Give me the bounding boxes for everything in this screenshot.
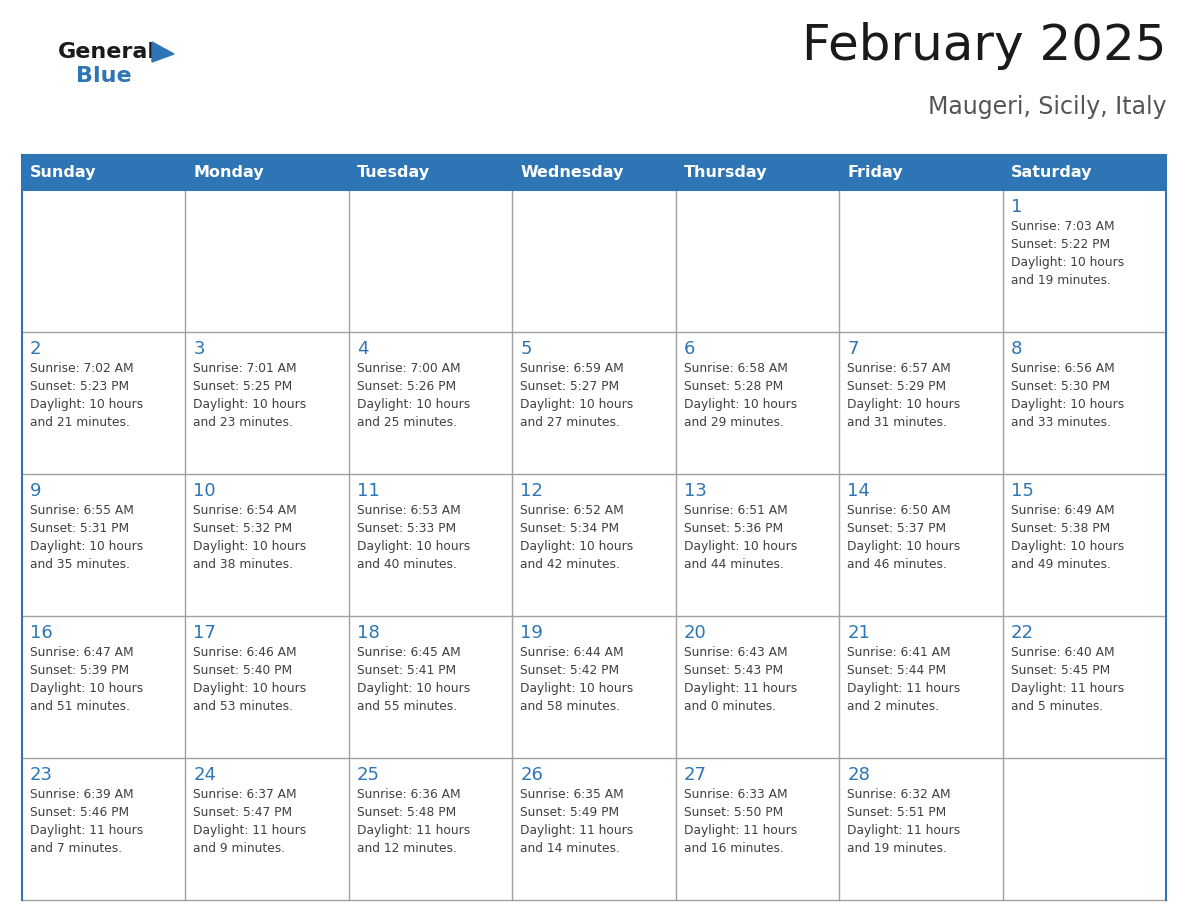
Text: 25: 25 [356,766,380,784]
Text: Sunrise: 6:43 AM
Sunset: 5:43 PM
Daylight: 11 hours
and 0 minutes.: Sunrise: 6:43 AM Sunset: 5:43 PM Dayligh… [684,646,797,713]
Bar [23,190,1165,900]
Text: 21: 21 [847,624,870,642]
Text: Blue: Blue [76,66,132,86]
Text: Sunrise: 6:32 AM
Sunset: 5:51 PM
Daylight: 11 hours
and 19 minutes.: Sunrise: 6:32 AM Sunset: 5:51 PM Dayligh… [847,788,960,855]
Text: General: General [58,42,156,62]
Text: 9: 9 [30,482,42,500]
Text: Sunrise: 6:59 AM
Sunset: 5:27 PM
Daylight: 10 hours
and 27 minutes.: Sunrise: 6:59 AM Sunset: 5:27 PM Dayligh… [520,362,633,429]
Text: Maugeri, Sicily, Italy: Maugeri, Sicily, Italy [928,95,1167,119]
Text: Wednesday: Wednesday [520,165,624,180]
Text: 12: 12 [520,482,543,500]
Text: 16: 16 [30,624,52,642]
Text: Sunrise: 6:49 AM
Sunset: 5:38 PM
Daylight: 10 hours
and 49 minutes.: Sunrise: 6:49 AM Sunset: 5:38 PM Dayligh… [1011,504,1124,571]
Text: Sunrise: 6:58 AM
Sunset: 5:28 PM
Daylight: 10 hours
and 29 minutes.: Sunrise: 6:58 AM Sunset: 5:28 PM Dayligh… [684,362,797,429]
Text: 14: 14 [847,482,870,500]
Text: 24: 24 [194,766,216,784]
Text: 15: 15 [1011,482,1034,500]
Text: 20: 20 [684,624,707,642]
Text: 26: 26 [520,766,543,784]
Text: Sunrise: 6:54 AM
Sunset: 5:32 PM
Daylight: 10 hours
and 38 minutes.: Sunrise: 6:54 AM Sunset: 5:32 PM Dayligh… [194,504,307,571]
Text: Sunrise: 6:40 AM
Sunset: 5:45 PM
Daylight: 11 hours
and 5 minutes.: Sunrise: 6:40 AM Sunset: 5:45 PM Dayligh… [1011,646,1124,713]
Text: Sunrise: 6:41 AM
Sunset: 5:44 PM
Daylight: 11 hours
and 2 minutes.: Sunrise: 6:41 AM Sunset: 5:44 PM Dayligh… [847,646,960,713]
Text: Sunrise: 6:33 AM
Sunset: 5:50 PM
Daylight: 11 hours
and 16 minutes.: Sunrise: 6:33 AM Sunset: 5:50 PM Dayligh… [684,788,797,855]
Text: 19: 19 [520,624,543,642]
Text: Sunrise: 6:39 AM
Sunset: 5:46 PM
Daylight: 11 hours
and 7 minutes.: Sunrise: 6:39 AM Sunset: 5:46 PM Dayligh… [30,788,144,855]
Text: Saturday: Saturday [1011,165,1092,180]
Text: 17: 17 [194,624,216,642]
Text: Sunrise: 7:02 AM
Sunset: 5:23 PM
Daylight: 10 hours
and 21 minutes.: Sunrise: 7:02 AM Sunset: 5:23 PM Dayligh… [30,362,144,429]
Text: Sunrise: 6:44 AM
Sunset: 5:42 PM
Daylight: 10 hours
and 58 minutes.: Sunrise: 6:44 AM Sunset: 5:42 PM Dayligh… [520,646,633,713]
Text: 18: 18 [356,624,380,642]
Text: Sunrise: 6:35 AM
Sunset: 5:49 PM
Daylight: 11 hours
and 14 minutes.: Sunrise: 6:35 AM Sunset: 5:49 PM Dayligh… [520,788,633,855]
Text: 1: 1 [1011,198,1022,216]
Text: Monday: Monday [194,165,264,180]
Text: 23: 23 [30,766,53,784]
Text: Sunrise: 6:56 AM
Sunset: 5:30 PM
Daylight: 10 hours
and 33 minutes.: Sunrise: 6:56 AM Sunset: 5:30 PM Dayligh… [1011,362,1124,429]
Text: 7: 7 [847,340,859,358]
Text: Sunrise: 6:52 AM
Sunset: 5:34 PM
Daylight: 10 hours
and 42 minutes.: Sunrise: 6:52 AM Sunset: 5:34 PM Dayligh… [520,504,633,571]
Text: Sunrise: 7:01 AM
Sunset: 5:25 PM
Daylight: 10 hours
and 23 minutes.: Sunrise: 7:01 AM Sunset: 5:25 PM Dayligh… [194,362,307,429]
Text: Sunrise: 6:47 AM
Sunset: 5:39 PM
Daylight: 10 hours
and 51 minutes.: Sunrise: 6:47 AM Sunset: 5:39 PM Dayligh… [30,646,144,713]
Text: Sunrise: 6:53 AM
Sunset: 5:33 PM
Daylight: 10 hours
and 40 minutes.: Sunrise: 6:53 AM Sunset: 5:33 PM Dayligh… [356,504,470,571]
Text: Sunrise: 7:00 AM
Sunset: 5:26 PM
Daylight: 10 hours
and 25 minutes.: Sunrise: 7:00 AM Sunset: 5:26 PM Dayligh… [356,362,470,429]
Text: Sunrise: 6:51 AM
Sunset: 5:36 PM
Daylight: 10 hours
and 44 minutes.: Sunrise: 6:51 AM Sunset: 5:36 PM Dayligh… [684,504,797,571]
Text: Friday: Friday [847,165,903,180]
Text: Thursday: Thursday [684,165,767,180]
Text: 10: 10 [194,482,216,500]
Text: 5: 5 [520,340,532,358]
Polygon shape [152,42,173,62]
Text: Tuesday: Tuesday [356,165,430,180]
Text: 22: 22 [1011,624,1034,642]
Text: Sunday: Sunday [30,165,96,180]
Text: 8: 8 [1011,340,1022,358]
Text: February 2025: February 2025 [802,22,1167,70]
Text: 6: 6 [684,340,695,358]
Text: Sunrise: 6:45 AM
Sunset: 5:41 PM
Daylight: 10 hours
and 55 minutes.: Sunrise: 6:45 AM Sunset: 5:41 PM Dayligh… [356,646,470,713]
Text: Sunrise: 6:55 AM
Sunset: 5:31 PM
Daylight: 10 hours
and 35 minutes.: Sunrise: 6:55 AM Sunset: 5:31 PM Dayligh… [30,504,144,571]
Text: Sunrise: 6:46 AM
Sunset: 5:40 PM
Daylight: 10 hours
and 53 minutes.: Sunrise: 6:46 AM Sunset: 5:40 PM Dayligh… [194,646,307,713]
Text: 11: 11 [356,482,380,500]
Text: 28: 28 [847,766,870,784]
Text: 27: 27 [684,766,707,784]
Text: Sunrise: 6:36 AM
Sunset: 5:48 PM
Daylight: 11 hours
and 12 minutes.: Sunrise: 6:36 AM Sunset: 5:48 PM Dayligh… [356,788,470,855]
Text: Sunrise: 6:50 AM
Sunset: 5:37 PM
Daylight: 10 hours
and 46 minutes.: Sunrise: 6:50 AM Sunset: 5:37 PM Dayligh… [847,504,960,571]
Bar [23,155,1165,190]
Text: Sunrise: 6:57 AM
Sunset: 5:29 PM
Daylight: 10 hours
and 31 minutes.: Sunrise: 6:57 AM Sunset: 5:29 PM Dayligh… [847,362,960,429]
Text: 13: 13 [684,482,707,500]
Text: 2: 2 [30,340,42,358]
Text: Sunrise: 6:37 AM
Sunset: 5:47 PM
Daylight: 11 hours
and 9 minutes.: Sunrise: 6:37 AM Sunset: 5:47 PM Dayligh… [194,788,307,855]
Text: 4: 4 [356,340,368,358]
Text: Sunrise: 7:03 AM
Sunset: 5:22 PM
Daylight: 10 hours
and 19 minutes.: Sunrise: 7:03 AM Sunset: 5:22 PM Dayligh… [1011,220,1124,287]
Text: 3: 3 [194,340,204,358]
